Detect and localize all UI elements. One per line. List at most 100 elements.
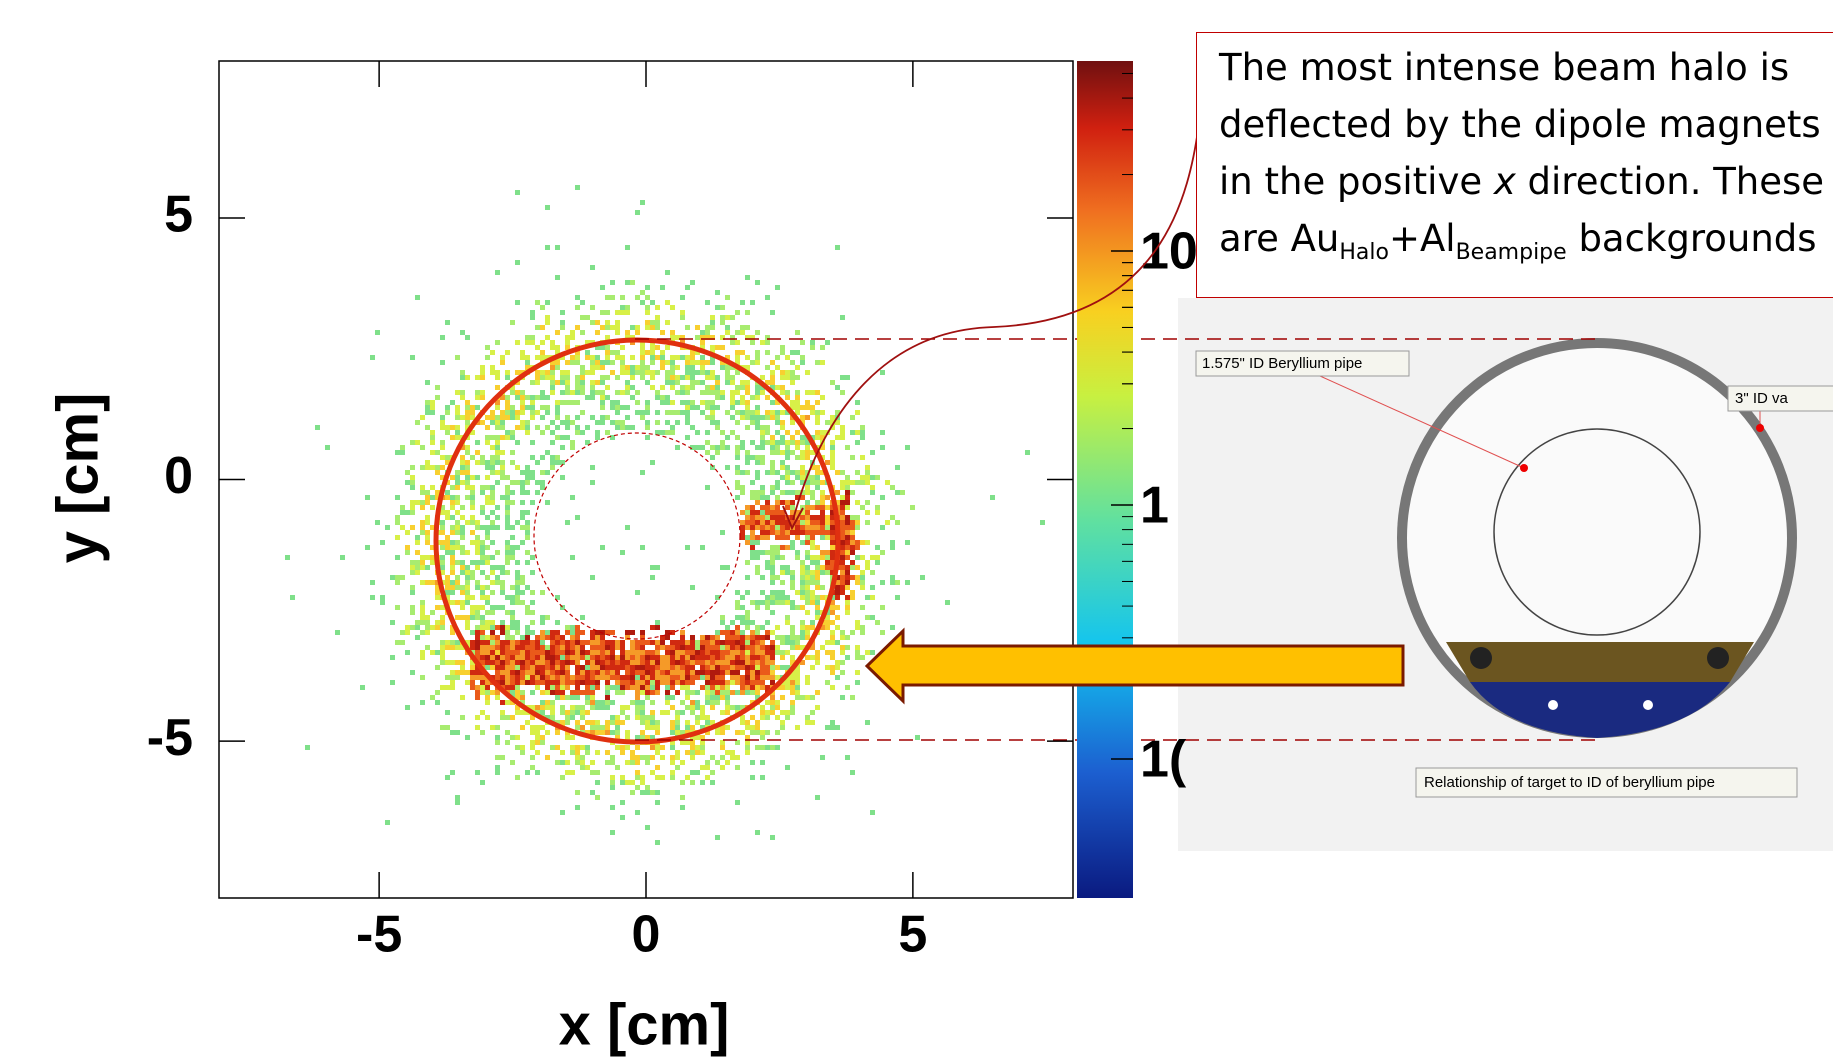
density-cell <box>575 705 580 710</box>
density-cell <box>505 545 510 550</box>
density-cell <box>645 720 650 725</box>
density-cell <box>495 650 500 655</box>
density-cell <box>780 695 785 700</box>
density-cell <box>500 670 505 675</box>
density-cell <box>395 535 400 540</box>
density-cell <box>505 685 510 690</box>
density-cell <box>445 675 450 680</box>
density-cell <box>855 440 860 445</box>
density-cell <box>495 470 500 475</box>
density-cell <box>555 400 560 405</box>
density-cell <box>735 400 740 405</box>
density-cell <box>790 645 795 650</box>
density-cell <box>785 715 790 720</box>
density-cell <box>625 365 630 370</box>
label-vacuum: 3" ID va <box>1735 390 1789 407</box>
density-cell <box>555 655 560 660</box>
density-cell <box>855 680 860 685</box>
density-cell <box>810 390 815 395</box>
density-cell <box>510 545 515 550</box>
density-cell <box>725 565 730 570</box>
density-cell <box>670 330 675 335</box>
density-cell <box>865 540 870 545</box>
density-cell <box>415 550 420 555</box>
density-cell <box>590 320 595 325</box>
density-cell <box>565 435 570 440</box>
density-cell <box>455 485 460 490</box>
density-cell <box>550 650 555 655</box>
density-cell <box>800 540 805 545</box>
density-cell <box>560 325 565 330</box>
density-cell <box>590 465 595 470</box>
density-cell <box>860 430 865 435</box>
density-cell <box>695 650 700 655</box>
density-cell <box>790 580 795 585</box>
density-cell <box>615 685 620 690</box>
density-cell <box>615 390 620 395</box>
density-cell <box>830 455 835 460</box>
density-cell <box>625 745 630 750</box>
density-cell <box>730 375 735 380</box>
density-cell <box>705 655 710 660</box>
density-cell <box>780 685 785 690</box>
density-cell <box>795 390 800 395</box>
density-cell <box>705 370 710 375</box>
density-cell <box>590 650 595 655</box>
density-cell <box>610 755 615 760</box>
density-cell <box>505 625 510 630</box>
density-cell <box>530 400 535 405</box>
density-cell <box>730 395 735 400</box>
density-cell <box>650 755 655 760</box>
density-cell <box>670 705 675 710</box>
density-cell <box>700 660 705 665</box>
density-cell <box>755 355 760 360</box>
density-cell <box>510 555 515 560</box>
density-cell <box>830 685 835 690</box>
density-cell <box>805 695 810 700</box>
density-cell <box>725 640 730 645</box>
density-cell <box>495 580 500 585</box>
density-cell <box>465 580 470 585</box>
density-cell <box>825 460 830 465</box>
density-cell <box>800 405 805 410</box>
density-cell <box>755 280 760 285</box>
density-cell <box>650 385 655 390</box>
density-cell <box>590 705 595 710</box>
density-cell <box>895 520 900 525</box>
density-cell <box>475 475 480 480</box>
density-cell <box>780 475 785 480</box>
density-cell <box>445 495 450 500</box>
density-cell <box>550 340 555 345</box>
density-cell <box>625 380 630 385</box>
density-cell <box>505 485 510 490</box>
density-cell <box>640 345 645 350</box>
density-cell <box>595 420 600 425</box>
density-cell <box>745 405 750 410</box>
density-cell <box>550 365 555 370</box>
density-cell <box>745 625 750 630</box>
density-cell <box>515 465 520 470</box>
density-cell <box>735 390 740 395</box>
density-cell <box>510 760 515 765</box>
density-cell <box>855 625 860 630</box>
density-cell <box>715 380 720 385</box>
density-cell <box>490 445 495 450</box>
density-cell <box>425 410 430 415</box>
density-cell <box>775 480 780 485</box>
density-cell <box>775 385 780 390</box>
density-cell <box>555 380 560 385</box>
density-cell <box>480 730 485 735</box>
density-cell <box>770 640 775 645</box>
density-cell <box>835 660 840 665</box>
density-cell <box>530 730 535 735</box>
density-cell <box>475 405 480 410</box>
density-cell <box>605 725 610 730</box>
density-cell <box>460 330 465 335</box>
density-cell <box>635 700 640 705</box>
density-cell <box>520 675 525 680</box>
density-cell <box>455 600 460 605</box>
density-cell <box>425 380 430 385</box>
density-cell <box>740 400 745 405</box>
density-cell <box>705 360 710 365</box>
density-cell <box>530 470 535 475</box>
